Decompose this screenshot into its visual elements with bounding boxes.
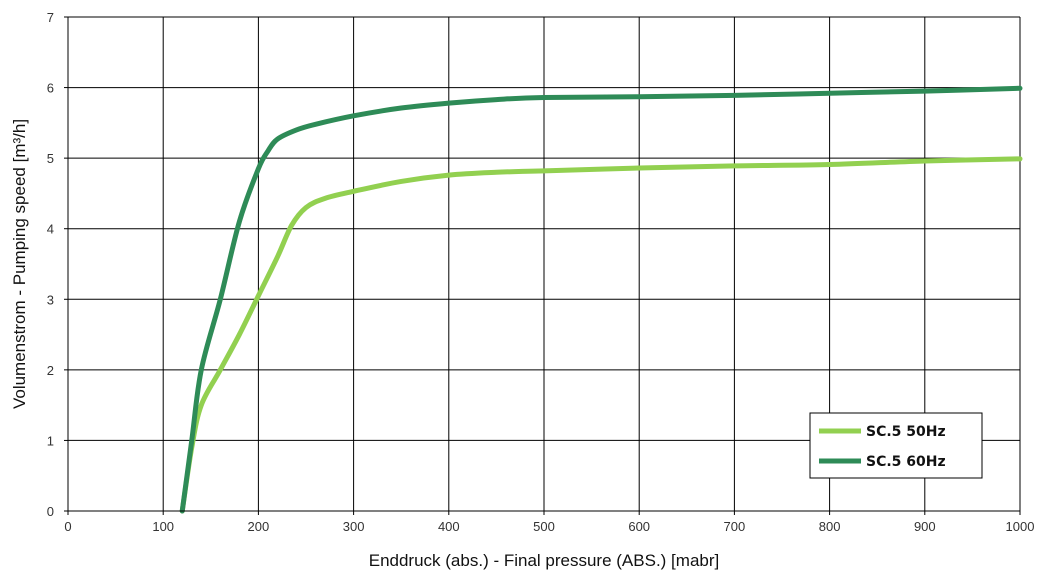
y-axis-title: Volumenstrom - Pumping speed [m³/h] — [10, 119, 29, 409]
x-tick-label: 700 — [724, 519, 746, 534]
y-tick-label: 1 — [47, 433, 54, 448]
legend: SC.5 50Hz SC.5 60Hz — [809, 412, 983, 479]
y-tick-label: 3 — [47, 292, 54, 307]
x-tick-label: 100 — [152, 519, 174, 534]
series-line-1 — [179, 85, 1023, 514]
series-line-0 — [179, 156, 1023, 514]
x-tick-label: 1000 — [1006, 519, 1035, 534]
legend-box — [809, 412, 983, 479]
x-tick-label: 600 — [628, 519, 650, 534]
x-tick-label: 900 — [914, 519, 936, 534]
x-tick-label: 300 — [343, 519, 365, 534]
x-axis-title: Enddruck (abs.) - Final pressure (ABS.) … — [369, 551, 720, 570]
x-tick-label: 400 — [438, 519, 460, 534]
y-tick-label: 4 — [47, 222, 54, 237]
axes — [64, 16, 1021, 515]
x-tick-label: 200 — [248, 519, 270, 534]
x-tick-label: 500 — [533, 519, 555, 534]
y-tick-label: 6 — [47, 81, 54, 96]
tick-labels: 0 100 200 300 400 500 600 700 800 900 1000 0 1 2 3 4 5 6 7 — [47, 10, 1035, 534]
x-tick-label: 800 — [819, 519, 841, 534]
legend-label-50hz: SC.5 50Hz — [866, 424, 946, 440]
x-tick-label: 0 — [64, 519, 71, 534]
y-tick-label: 0 — [47, 504, 54, 519]
y-tick-label: 7 — [47, 10, 54, 25]
y-tick-label: 5 — [47, 151, 54, 166]
y-tick-label: 2 — [47, 363, 54, 378]
series-lines — [179, 85, 1023, 514]
legend-label-60hz: SC.5 60Hz — [866, 454, 946, 470]
